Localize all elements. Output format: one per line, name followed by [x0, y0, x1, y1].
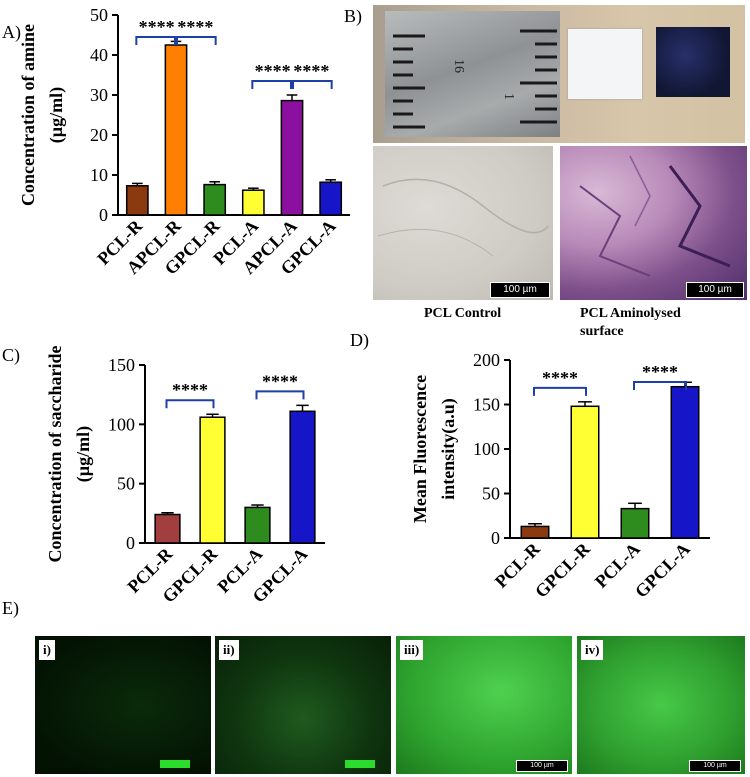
- panel-label-d: D): [350, 330, 369, 350]
- y-tick-label: 200: [473, 350, 500, 370]
- scalebar-i: [160, 760, 190, 768]
- bar: [280, 99, 304, 216]
- chart-saccharide: 0 50 100 150 Concentration of saccharide (µg/…: [45, 346, 325, 607]
- scalebar-aminolysed: 100 µm: [686, 282, 744, 298]
- significance-bracket: [165, 399, 215, 409]
- significance-label: ****: [542, 368, 578, 388]
- bar: [244, 506, 271, 544]
- significance-bracket: [251, 80, 294, 89]
- scalebar-control: 100 µm: [490, 282, 550, 298]
- caption-pcl-control: PCL Control: [424, 306, 502, 321]
- significance-label: ****: [642, 362, 678, 382]
- y-axis-label: (µg/ml): [46, 87, 67, 143]
- y-tick-label: 100: [108, 414, 135, 434]
- scalebar-iv: 100 µm: [689, 760, 741, 772]
- bar: [125, 185, 149, 216]
- photo-ruler-samples: 16 1: [373, 5, 745, 143]
- significance-label: ****: [139, 17, 175, 37]
- white-sample: [568, 29, 642, 99]
- fluorescence-image-i: i): [35, 636, 211, 774]
- bar: [319, 181, 343, 216]
- panel-label-c: C): [2, 345, 20, 365]
- y-tick-label: 100: [473, 439, 500, 459]
- caption-pcl-aminolysed: PCL Aminolysed: [580, 306, 681, 321]
- y-tick-label: 20: [90, 125, 108, 145]
- y-tick-label: 0: [491, 528, 500, 548]
- panel-label-b: B): [344, 6, 362, 26]
- fluorescence-label-ii: ii): [219, 640, 239, 660]
- y-axis-label: Concentration of saccharide: [45, 346, 65, 563]
- scalebar-iii: 100 µm: [516, 760, 568, 772]
- fluorescence-image-iii: iii) 100 µm: [396, 636, 572, 774]
- significance-bracket: [255, 390, 305, 400]
- x-category-label: GPCL-A: [631, 539, 694, 602]
- significance-label: ****: [172, 380, 208, 400]
- micrograph-texture: [377, 178, 549, 257]
- micrograph-pcl-aminolysed: 100 µm: [560, 146, 747, 300]
- fluorescence-label-i: i): [39, 640, 55, 660]
- significance-bracket: [135, 36, 178, 45]
- ruler-number-16: 16: [451, 59, 466, 73]
- fluorescence-image-iv: iv) 100 µm: [577, 636, 745, 774]
- y-tick-label: 150: [108, 355, 135, 375]
- caption-surface: surface: [580, 324, 624, 339]
- y-tick-label: 50: [117, 474, 135, 494]
- significance-bracket: [174, 36, 217, 45]
- y-axis-label: Concentration of amine: [18, 24, 38, 206]
- panel-label-e: E): [2, 598, 19, 618]
- y-tick-label: 50: [482, 484, 500, 504]
- significance-bracket: [633, 381, 687, 390]
- bar: [670, 385, 700, 539]
- bar: [164, 44, 188, 216]
- significance-bracket: [290, 80, 333, 89]
- fluorescence-label-iii: iii): [400, 640, 424, 660]
- fluorescence-label-iv: iv): [581, 640, 604, 660]
- y-tick-label: 30: [90, 85, 108, 105]
- y-tick-label: 10: [90, 165, 108, 185]
- y-axis-label: (µg/ml): [73, 426, 94, 482]
- chart-fluorescence: 0 50 100 150 200 Mean Fluorescence intensity(a…: [410, 350, 710, 602]
- significance-bracket: [533, 386, 587, 396]
- significance-label: ****: [177, 17, 213, 37]
- y-tick-label: 0: [99, 205, 108, 225]
- bar: [620, 507, 650, 539]
- micrograph-aminolysed-texture: [579, 155, 731, 277]
- fluorescence-image-ii: ii): [215, 636, 391, 774]
- bar: [241, 189, 265, 216]
- chart-amine: 0 10 20 30 40 50 Concentration of amine (µg/ml)…: [18, 5, 350, 279]
- scalebar-ii: [345, 760, 375, 768]
- y-axis-label: intensity(a.u): [438, 398, 459, 500]
- bar: [289, 410, 316, 544]
- bar: [199, 416, 226, 544]
- ruler-marks: 16 1: [393, 29, 557, 129]
- bar: [520, 525, 550, 539]
- ruler-image: 16 1: [385, 11, 560, 137]
- y-tick-label: 50: [90, 5, 108, 25]
- y-tick-label: 40: [90, 45, 108, 65]
- x-category-label: GPCL-R: [531, 538, 595, 602]
- y-tick-label: 0: [126, 533, 135, 553]
- panel-label-a: A): [2, 22, 21, 42]
- bar: [154, 513, 181, 544]
- y-axis-label: Mean Fluorescence: [410, 375, 430, 523]
- micrograph-pcl-control: 100 µm: [373, 146, 553, 300]
- y-tick-label: 150: [473, 395, 500, 415]
- dark-blue-sample: [656, 27, 730, 97]
- significance-label: ****: [255, 61, 291, 81]
- bar: [570, 405, 600, 539]
- significance-label: ****: [262, 371, 298, 391]
- significance-label: ****: [293, 61, 329, 81]
- bar: [203, 183, 227, 216]
- ruler-number-1: 1: [501, 93, 516, 100]
